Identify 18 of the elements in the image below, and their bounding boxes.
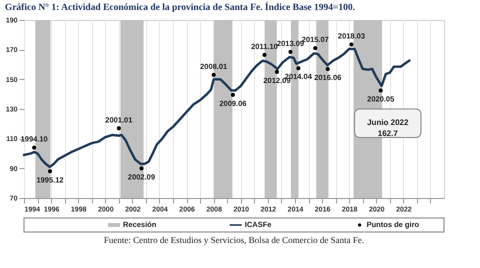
source-note: Fuente: Centro de Estudios y Servicios, Bolsa de Comercio de Santa Fe. — [104, 235, 364, 245]
point — [288, 50, 292, 54]
point — [32, 146, 36, 150]
point — [230, 92, 235, 97]
point — [296, 66, 300, 70]
point — [274, 70, 279, 74]
chart-title: Gráfico N° 1: Actividad Económica de la provincia de Santa Fe. Índice Base 1994=100. — [4, 1, 356, 13]
point — [48, 169, 52, 174]
point — [116, 126, 121, 130]
point — [349, 42, 354, 46]
line-series — [22, 48, 411, 168]
point — [326, 66, 330, 71]
point — [262, 52, 266, 57]
point — [212, 72, 216, 77]
annotation: Junio 2022 162.7 — [367, 118, 409, 138]
point — [313, 46, 318, 50]
point — [139, 166, 144, 170]
point — [378, 88, 383, 92]
